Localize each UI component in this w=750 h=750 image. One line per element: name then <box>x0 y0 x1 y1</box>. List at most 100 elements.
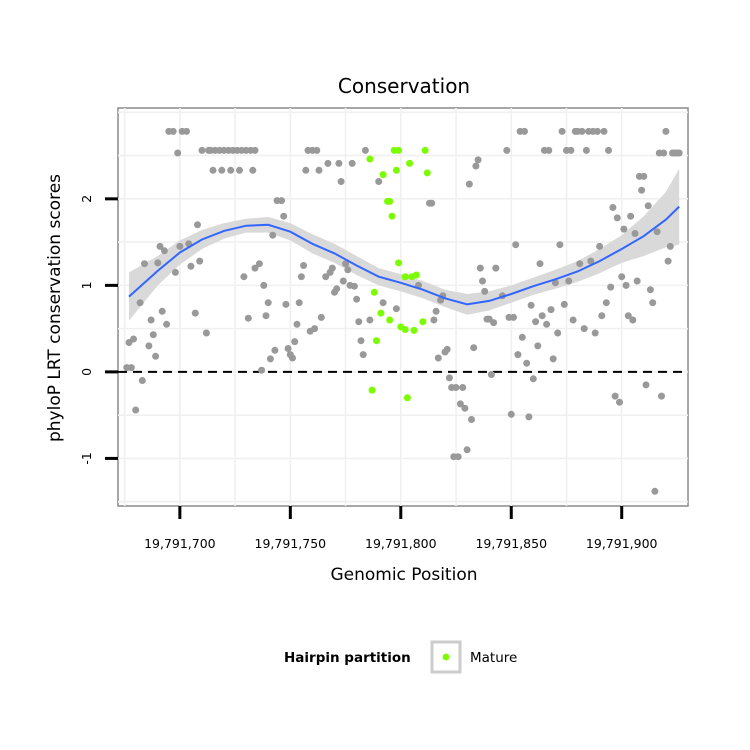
y-axis-ticks: -1 0 1 2 <box>79 195 118 465</box>
data-point-other <box>149 331 157 339</box>
data-point-other <box>558 127 566 135</box>
data-point-other <box>631 230 639 237</box>
data-point-other <box>536 260 544 268</box>
data-point-other <box>461 404 469 412</box>
data-point-other <box>642 381 650 389</box>
data-point-other <box>198 146 206 154</box>
data-point-other <box>512 241 520 249</box>
data-point-other <box>454 453 462 461</box>
data-point-other <box>611 392 619 400</box>
data-point-other <box>158 307 166 315</box>
data-point-other <box>291 338 299 346</box>
data-point-other <box>218 166 226 174</box>
data-point-mature <box>419 318 427 326</box>
data-point-other <box>322 273 330 281</box>
data-point-other <box>361 146 369 154</box>
data-point-other <box>658 392 665 400</box>
data-point-other <box>523 359 531 367</box>
data-point-other <box>616 398 623 406</box>
data-point-other <box>176 242 184 250</box>
data-point-other <box>554 329 562 337</box>
x-tick-label: 19,791,700 <box>144 536 216 551</box>
data-point-other <box>593 127 601 135</box>
data-point-other <box>355 318 363 326</box>
data-point-mature <box>386 316 394 324</box>
x-axis-title: Genomic Position <box>330 565 477 585</box>
data-point-other <box>236 166 243 174</box>
data-point-other <box>169 127 177 135</box>
data-point-other <box>366 316 374 324</box>
data-point-other <box>311 325 319 333</box>
data-point-other <box>660 149 668 157</box>
data-point-other <box>328 264 336 272</box>
data-point-other <box>251 264 259 272</box>
data-point-other <box>629 316 637 324</box>
data-point-mature <box>412 271 420 279</box>
data-point-other <box>490 319 498 327</box>
data-point-other <box>609 204 617 211</box>
data-point-other <box>136 299 144 307</box>
data-point-other <box>209 166 217 174</box>
data-point-other <box>353 295 361 303</box>
data-point-other <box>472 162 480 170</box>
data-point-mature <box>410 326 418 334</box>
data-point-other <box>202 329 210 337</box>
data-point-other <box>605 146 612 154</box>
data-point-other <box>434 354 442 362</box>
data-point-other <box>315 166 323 174</box>
data-point-other <box>578 127 586 135</box>
data-point-other <box>293 320 301 328</box>
y-tick-label: -1 <box>79 452 94 464</box>
plot-panel <box>117 107 689 507</box>
data-point-other <box>456 400 464 408</box>
data-point-other <box>518 333 526 341</box>
data-point-mature <box>386 197 394 205</box>
data-point-other <box>194 221 201 229</box>
data-point-other <box>567 146 575 154</box>
data-point-other <box>591 329 599 337</box>
data-point-other <box>633 277 641 285</box>
y-tick-label: 0 <box>79 368 94 376</box>
data-point-other <box>445 374 453 382</box>
data-point-mature <box>401 273 409 281</box>
data-point-other <box>514 351 522 359</box>
data-point-other <box>463 446 471 454</box>
data-point-other <box>527 301 535 309</box>
legend-label-mature: Mature <box>470 650 517 666</box>
data-point-other <box>620 225 628 233</box>
data-point-other <box>350 282 358 290</box>
data-point-other <box>649 299 657 307</box>
data-point-other <box>602 299 610 307</box>
data-point-other <box>664 257 672 265</box>
data-point-other <box>525 413 533 421</box>
data-point-other <box>262 312 270 320</box>
mature-points <box>366 146 431 402</box>
y-tick-label: 2 <box>79 195 94 203</box>
data-point-mature <box>373 337 380 345</box>
data-point-other <box>551 279 559 287</box>
data-point-other <box>428 199 436 207</box>
data-point-other <box>282 300 290 308</box>
data-point-other <box>600 127 608 135</box>
data-point-other <box>443 345 451 353</box>
data-point-mature <box>370 288 378 296</box>
data-point-mature <box>401 326 409 333</box>
data-point-other <box>317 313 325 321</box>
data-point-other <box>459 384 467 391</box>
data-point-other <box>160 247 168 255</box>
data-point-other <box>258 366 266 374</box>
data-point-other <box>163 320 171 328</box>
data-point-other <box>280 212 288 220</box>
data-point-other <box>653 228 661 236</box>
data-point-other <box>302 166 310 174</box>
data-point-other <box>260 281 268 289</box>
data-point-mature <box>423 169 431 177</box>
data-point-other <box>503 146 511 154</box>
data-point-mature <box>395 146 403 154</box>
data-point-other <box>452 384 460 391</box>
data-point-other <box>474 156 482 164</box>
data-point-other <box>510 313 517 321</box>
data-point-other <box>344 266 352 274</box>
data-point-other <box>132 406 140 414</box>
